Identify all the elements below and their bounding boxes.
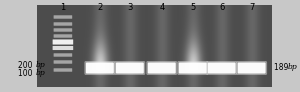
Text: bp: bp — [36, 61, 46, 69]
Text: 200: 200 — [18, 61, 35, 69]
FancyBboxPatch shape — [54, 15, 72, 19]
FancyBboxPatch shape — [54, 60, 72, 64]
Text: 100: 100 — [18, 69, 35, 77]
FancyBboxPatch shape — [114, 61, 145, 75]
FancyBboxPatch shape — [208, 62, 236, 74]
FancyBboxPatch shape — [177, 61, 208, 75]
FancyBboxPatch shape — [238, 62, 266, 74]
FancyBboxPatch shape — [54, 34, 72, 38]
Text: 2: 2 — [97, 3, 103, 12]
Text: 4: 4 — [159, 3, 164, 12]
FancyBboxPatch shape — [54, 28, 72, 32]
Text: 6: 6 — [219, 3, 224, 12]
FancyBboxPatch shape — [54, 68, 72, 72]
Text: bp: bp — [288, 63, 297, 71]
Text: 3: 3 — [127, 3, 133, 12]
FancyBboxPatch shape — [236, 61, 267, 75]
FancyBboxPatch shape — [116, 62, 144, 74]
Text: bp: bp — [36, 69, 46, 77]
FancyBboxPatch shape — [146, 61, 177, 75]
FancyBboxPatch shape — [52, 46, 73, 50]
Text: 5: 5 — [190, 3, 195, 12]
FancyBboxPatch shape — [54, 53, 72, 57]
FancyBboxPatch shape — [54, 22, 72, 26]
FancyBboxPatch shape — [148, 62, 176, 74]
FancyBboxPatch shape — [86, 62, 114, 74]
Text: 7: 7 — [249, 3, 254, 12]
FancyBboxPatch shape — [52, 39, 73, 45]
FancyBboxPatch shape — [179, 62, 207, 74]
FancyBboxPatch shape — [206, 61, 237, 75]
Text: 1: 1 — [60, 3, 65, 12]
Text: 189: 189 — [274, 62, 290, 71]
FancyBboxPatch shape — [84, 61, 115, 75]
